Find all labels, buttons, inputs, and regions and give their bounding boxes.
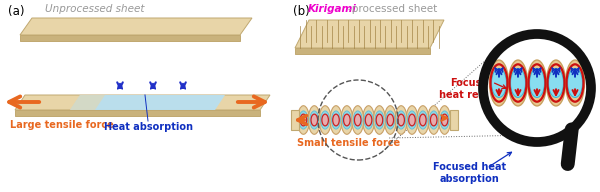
Ellipse shape	[299, 111, 308, 129]
Ellipse shape	[322, 114, 328, 126]
Ellipse shape	[491, 69, 506, 98]
Ellipse shape	[430, 114, 437, 126]
Ellipse shape	[310, 111, 319, 129]
Ellipse shape	[395, 106, 407, 134]
Ellipse shape	[376, 114, 383, 126]
Text: Large tensile force: Large tensile force	[10, 120, 114, 130]
Text: Focused heat
absorption: Focused heat absorption	[433, 162, 506, 184]
Ellipse shape	[527, 60, 547, 106]
Text: Focused
heat release: Focused heat release	[439, 78, 508, 100]
Ellipse shape	[406, 106, 418, 134]
Polygon shape	[70, 95, 225, 110]
Text: Unprocessed sheet: Unprocessed sheet	[45, 4, 145, 14]
Ellipse shape	[407, 111, 416, 129]
Text: -processed sheet: -processed sheet	[348, 4, 437, 14]
Polygon shape	[295, 48, 430, 54]
Ellipse shape	[441, 114, 448, 126]
Ellipse shape	[429, 111, 438, 129]
Polygon shape	[15, 110, 260, 116]
Ellipse shape	[511, 69, 526, 98]
Ellipse shape	[509, 60, 527, 106]
Polygon shape	[15, 95, 270, 110]
Ellipse shape	[353, 111, 362, 129]
Ellipse shape	[440, 111, 449, 129]
Polygon shape	[291, 110, 299, 130]
Ellipse shape	[311, 114, 317, 126]
Ellipse shape	[386, 111, 395, 129]
Ellipse shape	[409, 114, 415, 126]
Ellipse shape	[343, 111, 352, 129]
Polygon shape	[20, 35, 240, 41]
Polygon shape	[295, 20, 444, 48]
Text: Heat absorption: Heat absorption	[104, 122, 193, 132]
Ellipse shape	[428, 106, 440, 134]
Ellipse shape	[365, 114, 372, 126]
Ellipse shape	[332, 111, 340, 129]
Ellipse shape	[344, 114, 350, 126]
Text: (b): (b)	[293, 5, 310, 18]
Ellipse shape	[548, 69, 563, 98]
Ellipse shape	[330, 106, 342, 134]
Ellipse shape	[341, 106, 353, 134]
Ellipse shape	[298, 106, 310, 134]
Ellipse shape	[417, 106, 429, 134]
Ellipse shape	[385, 106, 396, 134]
Ellipse shape	[419, 114, 426, 126]
Circle shape	[483, 34, 591, 142]
Ellipse shape	[333, 114, 339, 126]
Ellipse shape	[355, 114, 361, 126]
Ellipse shape	[362, 106, 374, 134]
Text: Kirigami: Kirigami	[308, 4, 357, 14]
Ellipse shape	[398, 114, 404, 126]
Ellipse shape	[308, 106, 320, 134]
Polygon shape	[20, 18, 252, 35]
Ellipse shape	[547, 60, 565, 106]
Ellipse shape	[373, 106, 385, 134]
Ellipse shape	[300, 114, 307, 126]
Ellipse shape	[352, 106, 364, 134]
Ellipse shape	[530, 69, 544, 98]
Ellipse shape	[397, 111, 406, 129]
Ellipse shape	[490, 60, 508, 106]
Ellipse shape	[320, 111, 329, 129]
Text: (a): (a)	[8, 5, 25, 18]
Ellipse shape	[364, 111, 373, 129]
Ellipse shape	[439, 106, 451, 134]
Polygon shape	[450, 110, 458, 130]
Text: Small tensile force: Small tensile force	[297, 138, 400, 148]
Polygon shape	[70, 95, 105, 110]
Ellipse shape	[566, 60, 584, 106]
Ellipse shape	[418, 111, 427, 129]
Ellipse shape	[319, 106, 331, 134]
Ellipse shape	[568, 69, 583, 98]
Ellipse shape	[387, 114, 394, 126]
Ellipse shape	[375, 111, 384, 129]
